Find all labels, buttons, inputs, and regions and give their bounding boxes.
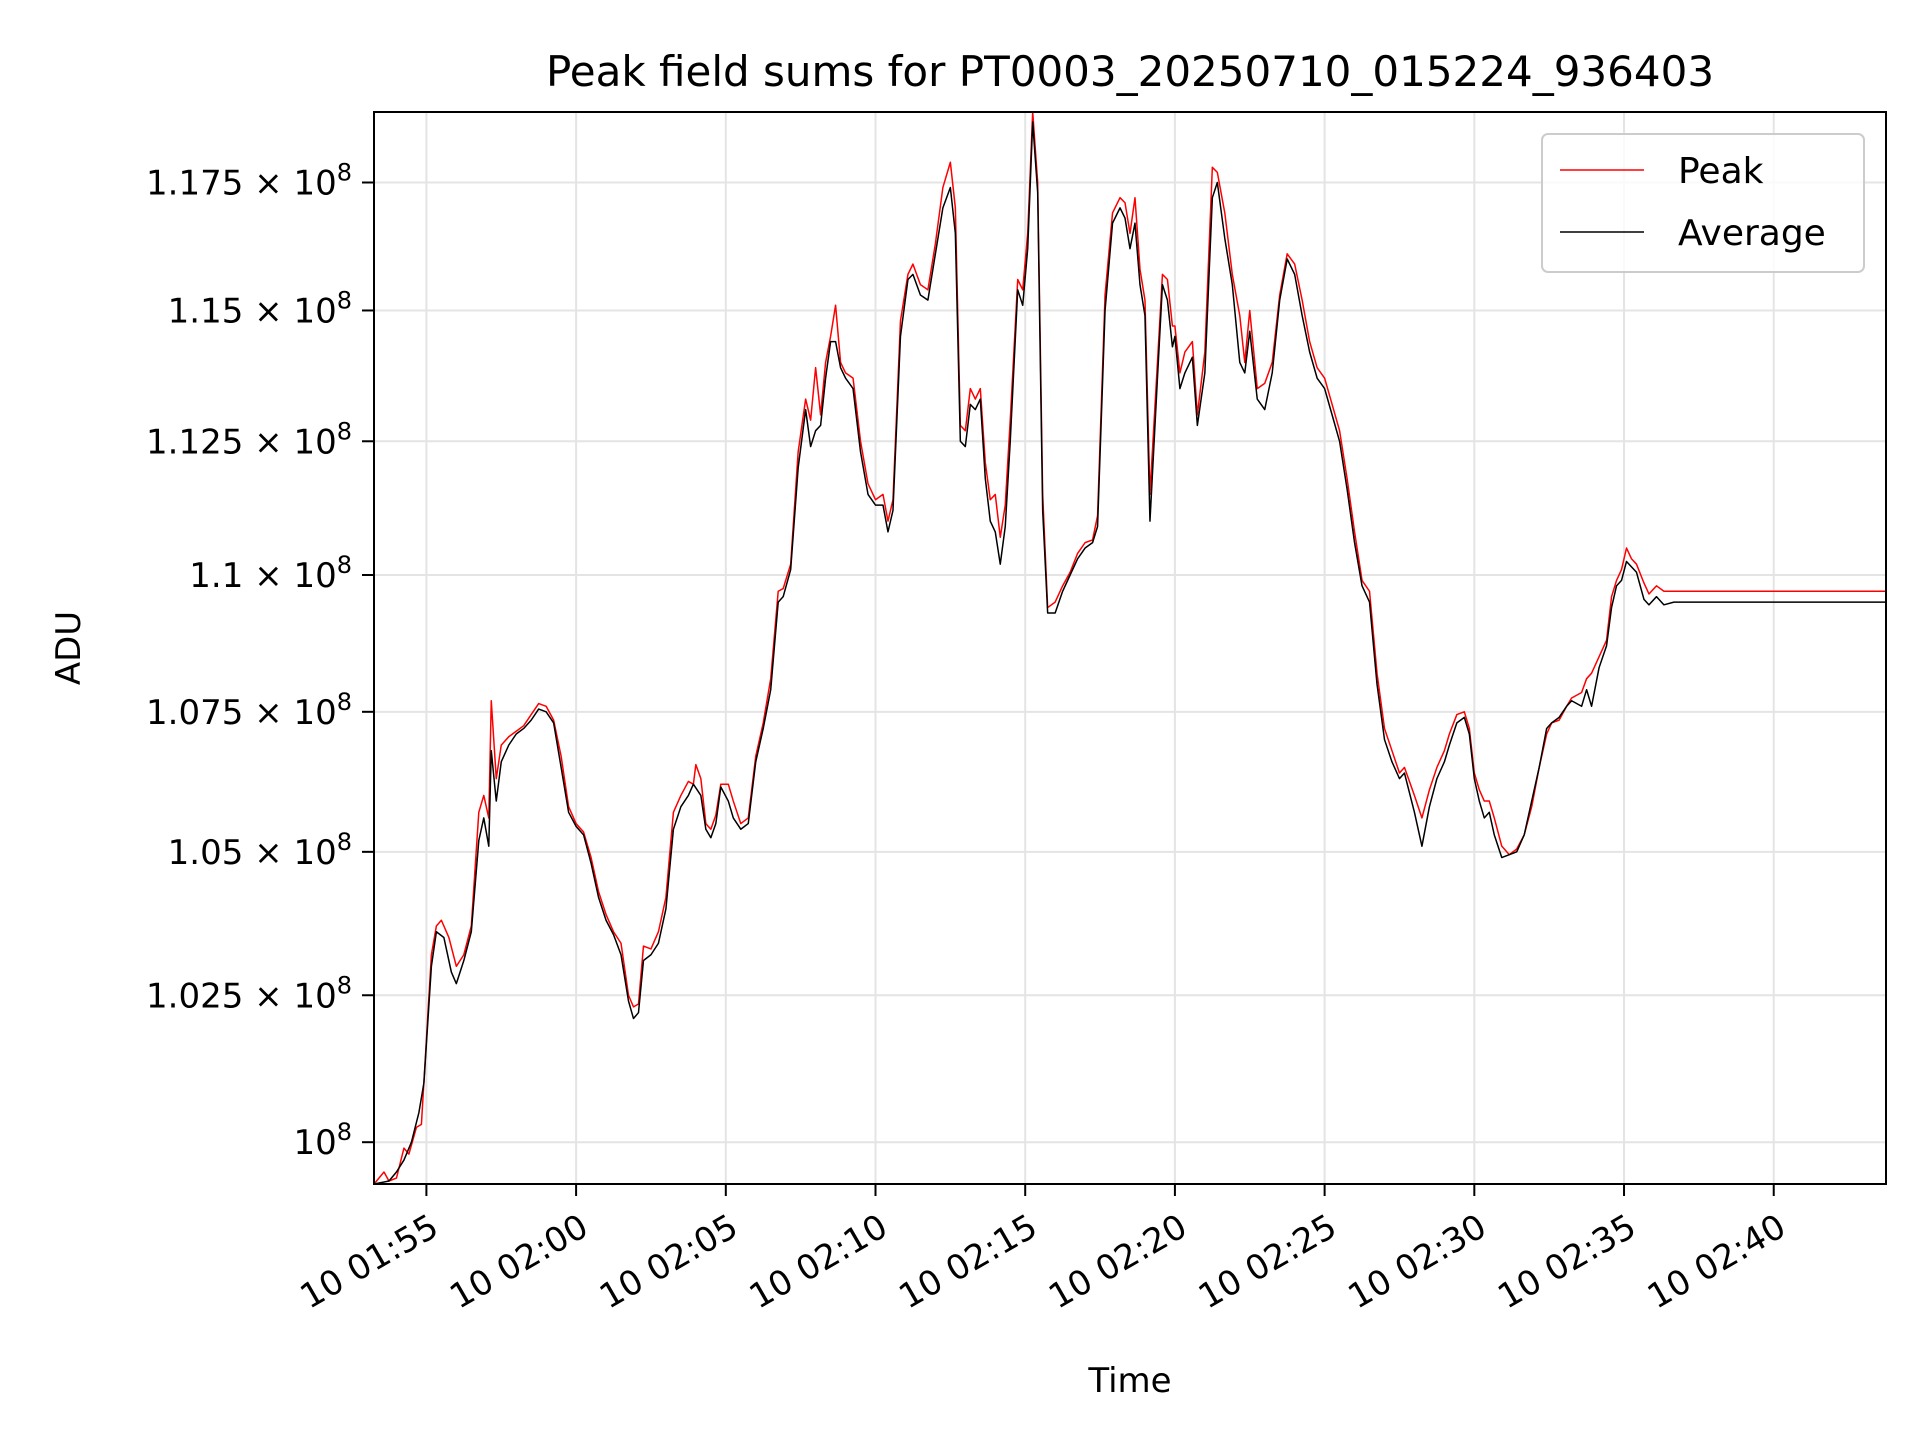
y-tick-mantissa: 1.075 [146, 693, 243, 733]
y-tick-exponent: 8 [337, 286, 352, 314]
y-tick-base: 10 [293, 1123, 336, 1163]
y-tick-base: 10 [293, 556, 336, 596]
y-tick-times: × [243, 976, 293, 1016]
legend-label-peak: Peak [1678, 151, 1764, 192]
y-tick-exponent: 8 [337, 1118, 352, 1146]
y-tick-label: 1.125 × 108 [146, 417, 352, 462]
y-tick-exponent: 8 [337, 971, 352, 999]
y-tick-base: 10 [293, 291, 336, 331]
chart-title: Peak field sums for PT0003_20250710_0152… [546, 47, 1714, 96]
y-tick-base: 10 [293, 163, 336, 203]
y-tick-mantissa: 1.175 [146, 163, 243, 203]
y-tick-label: 1.025 × 108 [146, 971, 352, 1016]
y-tick-mantissa: 1.025 [146, 976, 243, 1016]
y-tick-label: 108 [293, 1118, 352, 1163]
y-tick-base: 10 [293, 693, 336, 733]
y-tick-times: × [243, 291, 293, 331]
y-tick-mantissa: 1.05 [168, 833, 244, 873]
y-tick-label: 1.1 × 108 [189, 551, 352, 596]
y-tick-mantissa: 1.1 [189, 556, 243, 596]
y-tick-times: × [243, 833, 293, 873]
grid [374, 112, 1886, 1184]
series-line-average [374, 121, 1886, 1184]
y-tick-times: × [243, 693, 293, 733]
y-tick-label: 1.15 × 108 [168, 286, 352, 331]
y-tick-mantissa: 1.125 [146, 422, 243, 462]
y-tick-exponent: 8 [337, 551, 352, 579]
x-axis-title: Time [1087, 1361, 1171, 1401]
y-tick-exponent: 8 [337, 417, 352, 445]
y-tick-mantissa: 1.15 [168, 291, 244, 331]
legend: Peak Average [1541, 133, 1865, 273]
legend-label-average: Average [1678, 213, 1826, 254]
y-tick-times: × [243, 422, 293, 462]
y-tick-label: 1.05 × 108 [168, 828, 352, 873]
plot-area-frame [373, 111, 1887, 1185]
legend-box [1541, 133, 1865, 273]
series-lines [374, 112, 1886, 1184]
y-tick-base: 10 [293, 976, 336, 1016]
y-tick-base: 10 [293, 422, 336, 462]
y-tick-exponent: 8 [337, 158, 352, 186]
y-tick-exponent: 8 [337, 688, 352, 716]
y-tick-label: 1.075 × 108 [146, 688, 352, 733]
y-axis-title: ADU [49, 611, 89, 685]
series-line-peak [374, 112, 1886, 1184]
y-tick-times: × [243, 556, 293, 596]
y-tick-times: × [243, 163, 293, 203]
y-tick-base: 10 [293, 833, 336, 873]
y-tick-label: 1.175 × 108 [146, 158, 352, 203]
y-tick-exponent: 8 [337, 828, 352, 856]
